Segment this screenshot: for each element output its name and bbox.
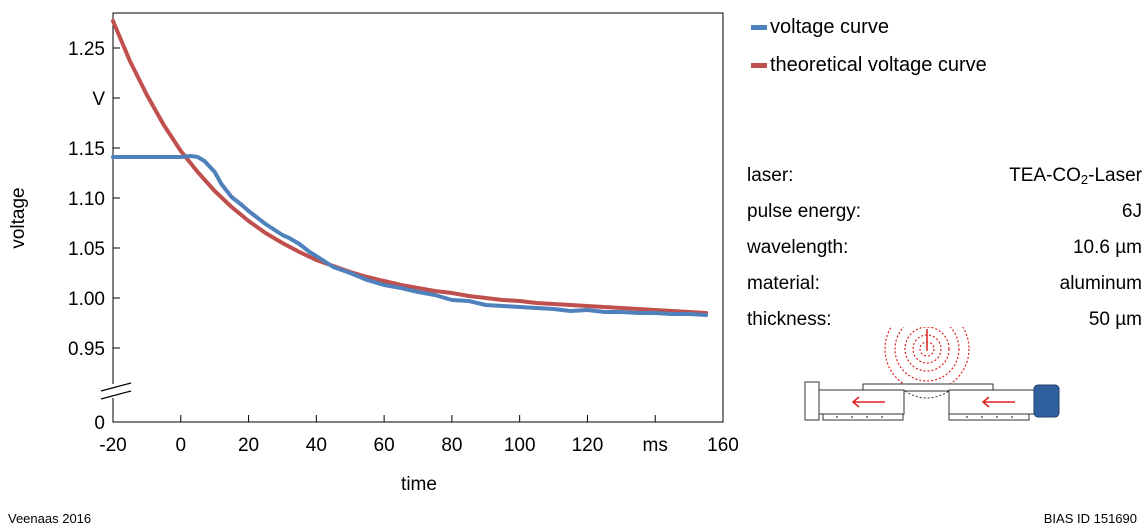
specimen-plate [862,383,994,392]
spec-label-wavelength: wavelength: [747,237,849,258]
spec-value-material: aluminum [1059,273,1142,294]
left-base-rail [822,413,904,421]
y-tick-label: 1.10 [68,189,105,210]
x-tick-label: 40 [306,435,327,456]
spec-row-thickness: thickness: 50 µm [747,302,1142,338]
spec-label-laser: laser: [747,165,794,186]
spec-value-wavelength: 10.6 µm [1072,237,1142,258]
axis-break-mark [100,390,132,400]
spec-row-laser: laser: TEA-CO2-Laser [747,158,1142,194]
x-tick-label: 20 [238,435,259,456]
y-tick-label: 1.00 [68,289,105,310]
bias-id: BIAS ID 151690 [1043,511,1137,526]
spec-label-thickness: thickness: [747,309,832,330]
specimen-deflection [904,390,950,399]
x-tick-label: 120 [572,435,604,456]
legend-label-theoretical: theoretical voltage curve [770,53,987,76]
x-tick-label: 0 [175,435,186,456]
author-credit: Veenaas 2016 [8,511,92,526]
force-arrow-left-icon [851,396,885,408]
x-tick-label: 160 [707,435,739,456]
y-tick-label: 1.15 [68,139,105,160]
sensor-cap-icon [1033,384,1060,418]
legend-swatch-voltage [751,24,767,30]
experimental-setup-diagram [804,327,1060,421]
x-tick-label: ms [643,435,668,456]
x-tick-label: 80 [441,435,462,456]
spec-row-pulse-energy: pulse energy: 6J [747,194,1142,230]
y-axis-title: voltage [8,187,29,248]
spec-value-laser: TEA-CO2-Laser [1009,165,1142,187]
series-line-voltage-curve [111,154,709,317]
y-tick-label: 0.95 [68,339,105,360]
right-base-rail [948,413,1030,421]
y-tick-label: 0 [94,413,105,434]
legend: voltage curve theoretical voltage curve [751,8,987,84]
x-tick-label: -20 [99,435,126,456]
y-tick-label: 1.05 [68,239,105,260]
y-tick-label: 1.25 [68,39,105,60]
rail-dots [836,416,1013,418]
spec-value-thickness: 50 µm [1088,309,1142,330]
series-line-theoretical-curve [111,19,709,315]
spec-label-material: material: [747,273,820,294]
x-axis-title: time [401,474,437,495]
x-tick-label: 60 [374,435,395,456]
legend-label-voltage: voltage curve [770,15,889,38]
spec-label-pulse-energy: pulse energy: [747,201,862,222]
axis-break-mark [100,382,132,392]
force-arrow-right-icon [981,396,1015,408]
spec-row-wavelength: wavelength: 10.6 µm [747,230,1142,266]
spec-value-pulse-energy: 6J [1121,201,1142,222]
legend-swatch-theoretical [751,62,767,68]
plot-frame [112,12,724,423]
left-end-block [804,381,820,421]
x-tick-label: 100 [504,435,536,456]
spec-row-material: material: aluminum [747,266,1142,302]
legend-item-theoretical-curve: theoretical voltage curve [751,46,987,84]
parameter-table: laser: TEA-CO2-Laser pulse energy: 6J wa… [747,158,1142,338]
y-tick-label: V [92,89,105,110]
legend-item-voltage-curve: voltage curve [751,8,987,46]
